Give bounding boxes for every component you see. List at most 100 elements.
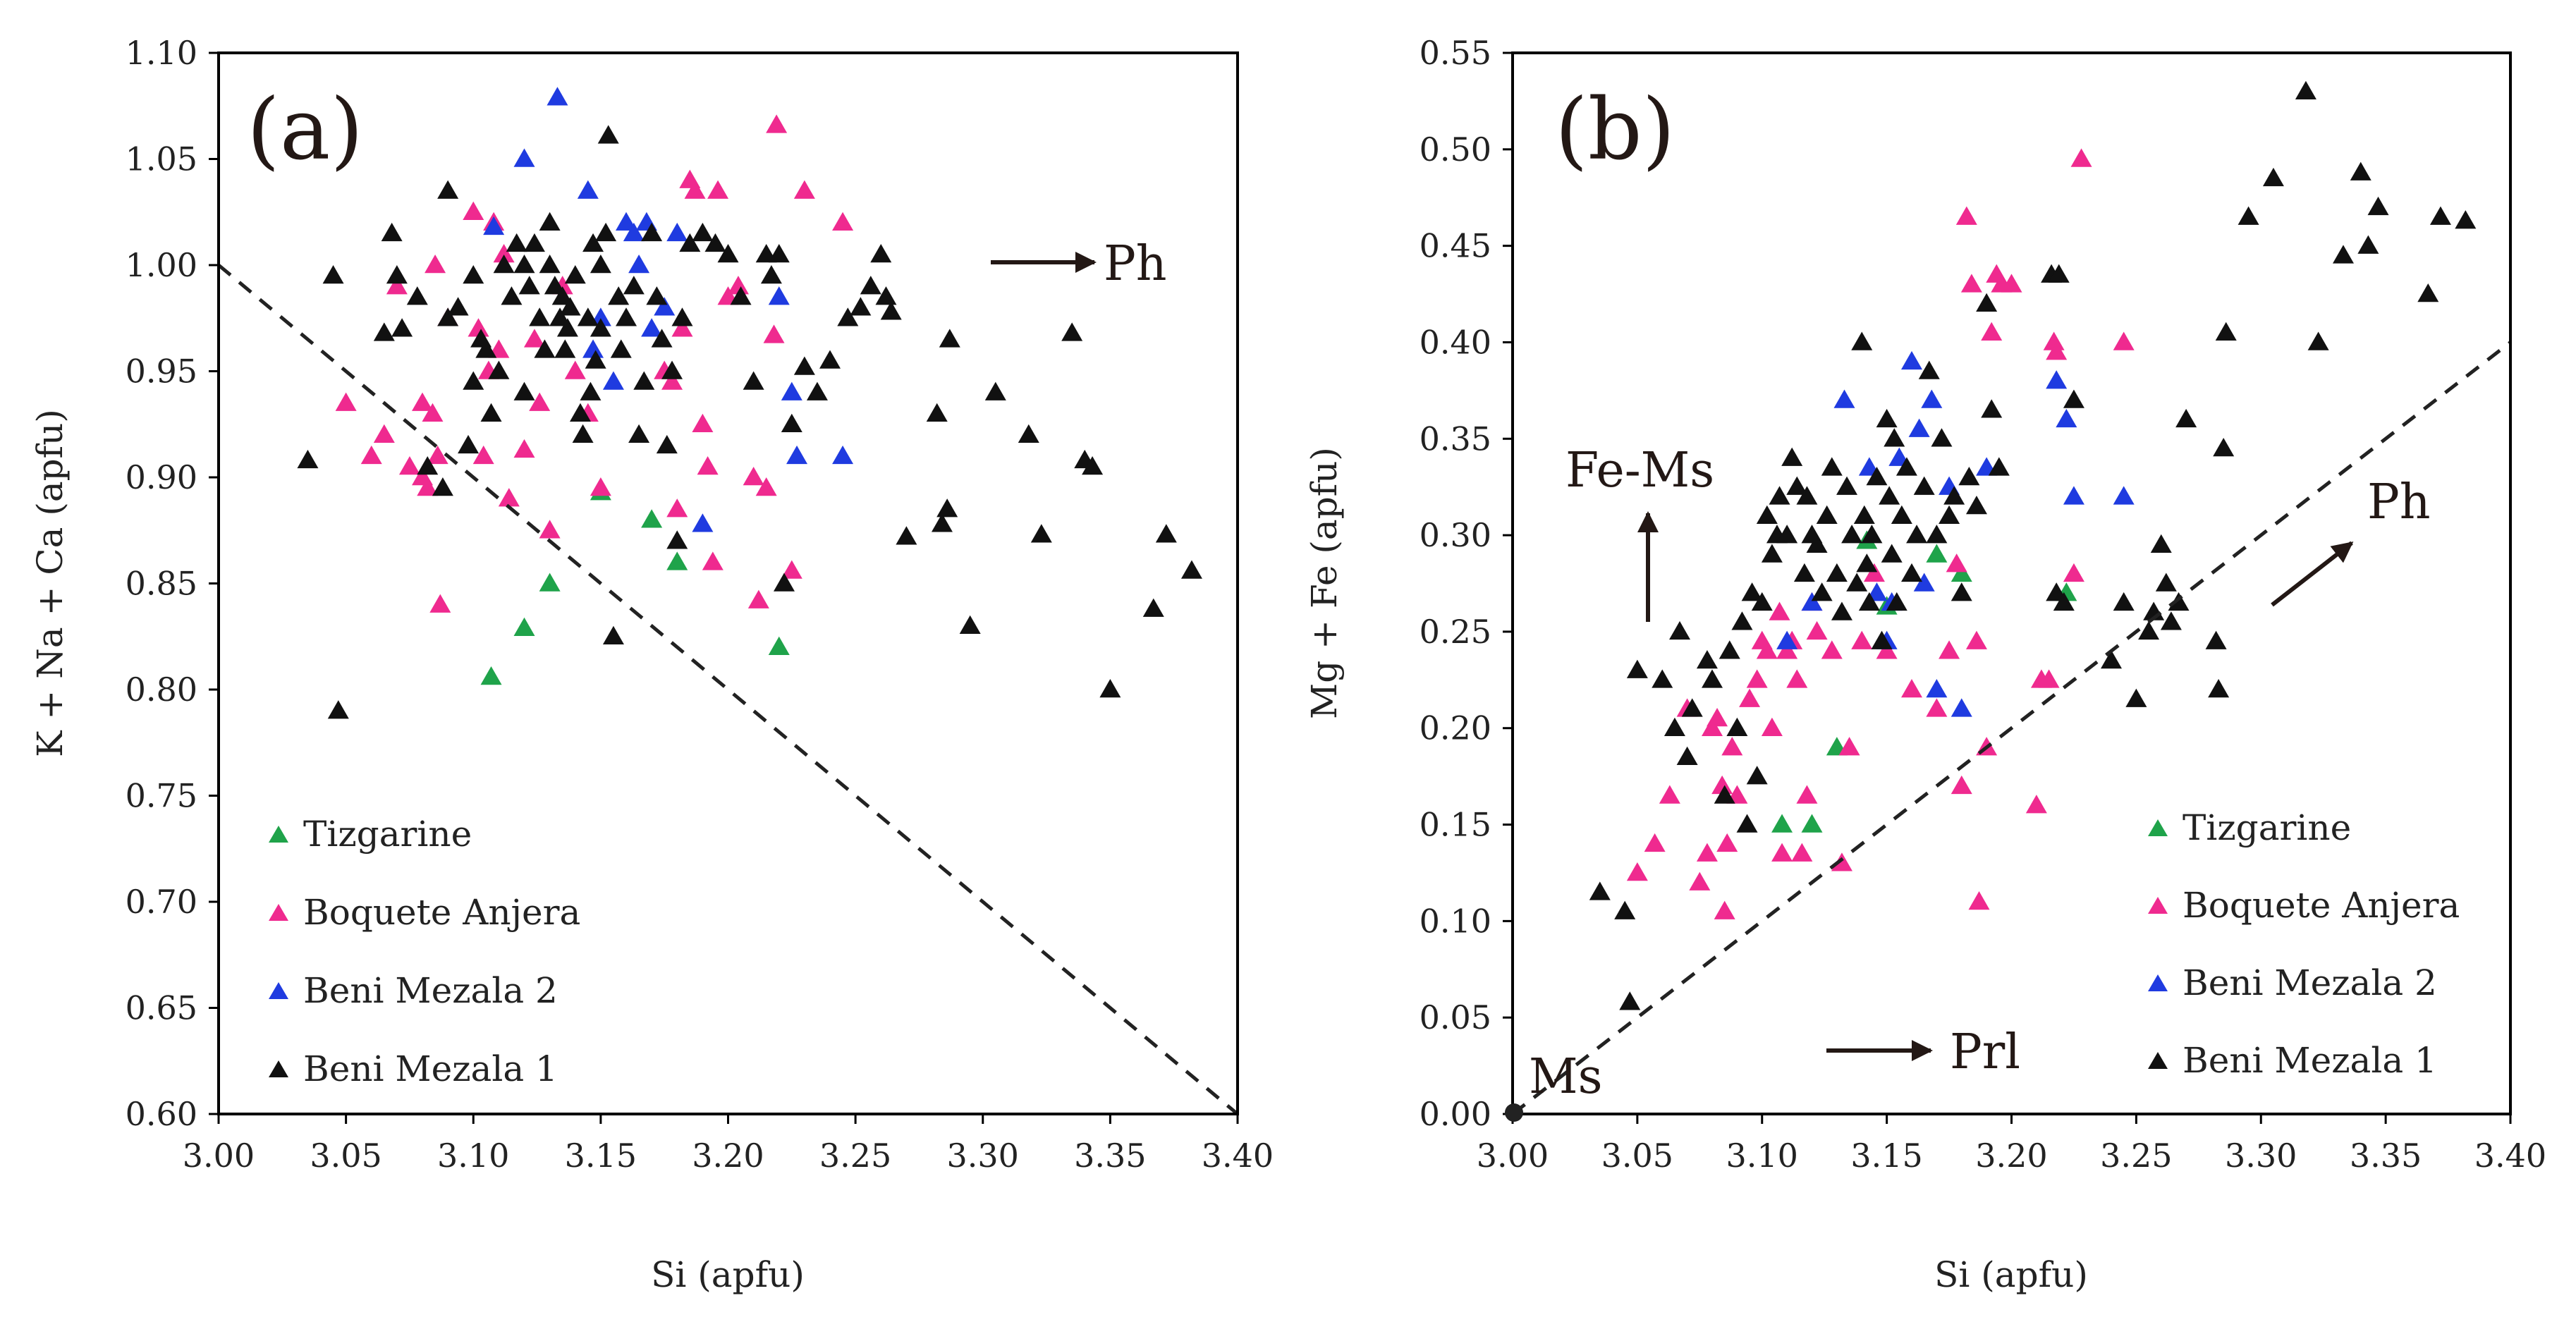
point-b-beni-mezala-1-36 xyxy=(1841,525,1863,544)
point-b-beni-mezala-1-43 xyxy=(1866,467,1888,486)
point-b-beni-mezala-1-25 xyxy=(1786,476,1808,495)
point-a-beni-mezala-1-49 xyxy=(608,286,630,305)
point-b-beni-mezala-1-89 xyxy=(2332,245,2354,264)
legend-marker-tizgarine xyxy=(269,826,288,843)
panel-label-a: (a) xyxy=(247,81,363,179)
point-a-beni-mezala-1-36 xyxy=(559,297,581,316)
point-b-boquete-anjera-16 xyxy=(1756,640,1778,659)
y-tick-label-b-3: 0.15 xyxy=(1420,806,1491,844)
point-b-beni-mezala-1-40 xyxy=(1856,553,1878,573)
point-a-beni-mezala-1-38 xyxy=(569,403,591,422)
x-tick-label-b-2: 3.10 xyxy=(1726,1137,1798,1175)
point-a-beni-mezala-2-15 xyxy=(768,286,790,305)
point-b-beni-mezala-1-14 xyxy=(1731,611,1753,630)
point-b-beni-mezala-1-6 xyxy=(1669,620,1691,640)
point-a-beni-mezala-1-4 xyxy=(381,222,403,242)
point-a-boquete-anjera-6 xyxy=(412,392,433,411)
x-axis-label-b: Si (apfu) xyxy=(1934,1254,2088,1295)
point-b-beni-mezala-1-27 xyxy=(1796,486,1818,505)
point-b-boquete-anjera-18 xyxy=(1769,601,1790,620)
point-a-beni-mezala-1-11 xyxy=(437,307,459,326)
legend-marker-boquete-anjera xyxy=(269,904,288,921)
point-a-beni-mezala-1-84 xyxy=(931,513,953,532)
point-b-beni-mezala-2-16 xyxy=(2046,370,2068,389)
annotation-prl-b: Prl xyxy=(1950,1024,2020,1080)
point-b-beni-mezala-1-30 xyxy=(1811,582,1833,601)
point-a-beni-mezala-1-23 xyxy=(513,381,535,400)
point-b-beni-mezala-1-78 xyxy=(2160,611,2182,630)
legend-item-boquete-anjera-b: Boquete Anjera xyxy=(2148,885,2460,926)
point-b-beni-mezala-1-11 xyxy=(1714,785,1735,804)
point-a-beni-mezala-2-6 xyxy=(602,371,624,390)
point-a-boquete-anjera-34 xyxy=(684,180,706,199)
point-b-beni-mezala-1-10 xyxy=(1702,669,1723,688)
point-b-boquete-anjera-52 xyxy=(2063,563,2084,582)
point-b-beni-mezala-1-22 xyxy=(1769,486,1790,505)
point-b-beni-mezala-1-37 xyxy=(1846,573,1868,592)
point-b-beni-mezala-1-69 xyxy=(2053,592,2075,611)
point-a-beni-mezala-2-16 xyxy=(781,381,802,400)
y-tick-label-a-5: 0.85 xyxy=(126,565,197,603)
point-b-beni-mezala-1-68 xyxy=(2048,264,2070,283)
point-a-boquete-anjera-21 xyxy=(513,439,535,458)
point-b-beni-mezala-1-7 xyxy=(1676,746,1698,766)
point-b-beni-mezala-1-42 xyxy=(1861,525,1883,544)
point-b-boquete-anjera-50 xyxy=(2043,331,2065,350)
point-a-boquete-anjera-44 xyxy=(763,324,785,343)
legend-marker-beni-mezala-2-b xyxy=(2148,974,2168,991)
point-b-beni-mezala-1-90 xyxy=(2350,161,2371,180)
point-b-beni-mezala-1-56 xyxy=(1926,525,1948,544)
point-a-boquete-anjera-30 xyxy=(661,371,683,390)
point-a-beni-mezala-1-69 xyxy=(760,265,782,284)
point-a-beni-mezala-1-79 xyxy=(870,243,892,263)
point-b-beni-mezala-1-2 xyxy=(1619,991,1641,1010)
point-b-boquete-anjera-1 xyxy=(1644,833,1666,852)
point-b-boquete-anjera-6 xyxy=(1702,717,1723,736)
point-a-boquete-anjera-0 xyxy=(335,392,357,411)
point-a-boquete-anjera-38 xyxy=(707,180,729,199)
point-b-beni-mezala-1-81 xyxy=(2205,630,2227,649)
point-b-beni-mezala-1-94 xyxy=(2429,206,2451,225)
x-tick-label-a-3: 3.15 xyxy=(565,1137,637,1175)
legend-item-boquete-anjera: Boquete Anjera xyxy=(269,892,580,933)
point-a-boquete-anjera-28 xyxy=(590,477,611,496)
point-a-beni-mezala-1-93 xyxy=(1082,455,1104,475)
point-b-beni-mezala-1-41 xyxy=(1858,592,1880,611)
point-a-beni-mezala-1-15 xyxy=(463,371,484,390)
point-a-boquete-anjera-14 xyxy=(468,318,489,337)
x-axis-label-a: Si (apfu) xyxy=(651,1254,805,1295)
point-a-boquete-anjera-12 xyxy=(425,255,446,274)
y-axis-label-a: K + Na + Ca (apfu) xyxy=(30,409,71,757)
point-a-beni-mezala-2-11 xyxy=(641,318,663,337)
y-tick-label-b-10: 0.50 xyxy=(1420,130,1491,169)
legend-marker-beni-mezala-2 xyxy=(269,982,288,999)
point-a-tizgarine-1 xyxy=(513,617,535,636)
point-b-beni-mezala-1-57 xyxy=(1931,428,1953,447)
y-tick-label-b-7: 0.35 xyxy=(1420,420,1491,458)
point-a-beni-mezala-1-8 xyxy=(417,455,439,475)
point-a-beni-mezala-2-0 xyxy=(483,216,505,235)
point-a-beni-mezala-1-21 xyxy=(501,286,523,305)
annotation-ph-a: Ph xyxy=(1104,236,1167,292)
point-b-boquete-anjera-30 xyxy=(1851,630,1873,649)
point-b-beni-mezala-2-12 xyxy=(1926,679,1948,698)
y-ticks-b: 0.00 0.05 0.10 0.15 0.20 0.25 0.30 0.35 0.40 0.45… xyxy=(1420,34,1513,1133)
point-b-boquete-anjera-24 xyxy=(1796,785,1818,804)
point-b-beni-mezala-1-71 xyxy=(2101,649,2122,669)
point-a-beni-mezala-1-83 xyxy=(926,403,948,422)
point-b-boquete-anjera-8 xyxy=(1711,775,1733,795)
point-b-beni-mezala-1-48 xyxy=(1884,428,1905,447)
y-tick-label-a-0: 0.60 xyxy=(126,1095,197,1133)
point-b-boquete-anjera-23 xyxy=(1791,843,1813,862)
point-a-beni-mezala-1-81 xyxy=(880,301,902,320)
point-a-beni-mezala-1-91 xyxy=(1061,322,1083,341)
point-a-beni-mezala-2-7 xyxy=(616,212,637,231)
point-a-beni-mezala-1-1 xyxy=(322,265,344,284)
point-b-boquete-anjera-35 xyxy=(1939,640,1960,659)
point-a-boquete-anjera-26 xyxy=(564,360,586,379)
point-a-boquete-anjera-4 xyxy=(398,455,420,475)
point-a-beni-mezala-1-53 xyxy=(628,424,650,443)
point-a-beni-mezala-1-55 xyxy=(641,222,663,242)
y-tick-label-b-5: 0.25 xyxy=(1420,613,1491,651)
point-b-beni-mezala-1-86 xyxy=(2262,167,2284,187)
